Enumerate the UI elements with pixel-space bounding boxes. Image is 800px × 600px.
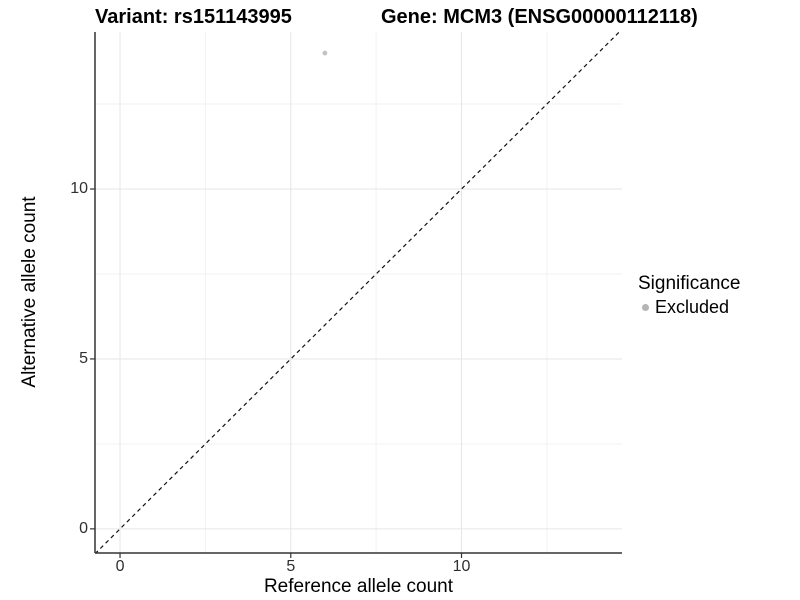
x-axis-title: Reference allele count xyxy=(263,576,454,597)
y-tick-label: 5 xyxy=(79,349,88,367)
x-tick-label: 0 xyxy=(115,558,125,575)
x-tick-label: 10 xyxy=(452,558,471,575)
y-tick-label: 0 xyxy=(79,519,88,537)
plot-panel xyxy=(90,32,622,558)
y-tick-label: 10 xyxy=(70,180,88,197)
legend: Significance Excluded xyxy=(638,273,741,318)
x-tick-label: 5 xyxy=(286,558,296,575)
legend-title: Significance xyxy=(638,273,741,294)
plot-title-gene: Gene: MCM3 (ENSG00000112118) xyxy=(381,6,698,28)
legend-item-excluded: Excluded xyxy=(638,296,740,318)
legend-item-label: Excluded xyxy=(655,296,730,317)
excluded-point-icon xyxy=(642,304,649,312)
plot-title-variant: Variant: rs151143995 xyxy=(95,6,292,28)
